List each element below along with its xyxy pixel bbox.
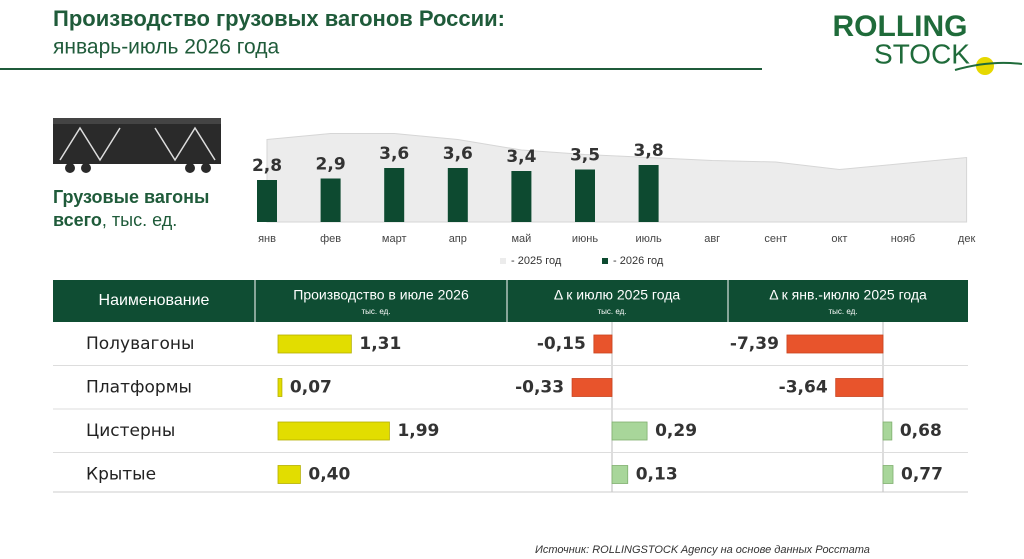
logo: ROLLING STOCK xyxy=(833,10,1023,75)
table-value-label: 0,07 xyxy=(290,378,332,398)
source: Источник: ROLLINGSTOCK Agency на основе … xyxy=(535,544,870,556)
table-bar xyxy=(593,334,613,354)
table-bar xyxy=(277,378,283,397)
value-label: 3,6 xyxy=(443,144,473,164)
x-tick-label: май xyxy=(511,233,531,245)
row-name: Цистерны xyxy=(86,421,175,441)
legend-label: - 2025 год xyxy=(511,255,562,267)
x-tick-label: дек xyxy=(958,233,976,245)
table-bar xyxy=(611,465,629,484)
table-value-label: 1,99 xyxy=(397,421,439,441)
bar xyxy=(384,168,405,222)
column-unit: тыс. ед. xyxy=(597,307,626,316)
logo-track xyxy=(954,61,1023,71)
legend-swatch xyxy=(602,258,608,264)
value-label: 2,8 xyxy=(252,156,282,176)
column-header: Δ к янв.-июлю 2025 года xyxy=(769,287,927,303)
table-value-label: -7,39 xyxy=(730,334,779,354)
bar xyxy=(511,171,532,222)
x-tick-label: фев xyxy=(320,233,341,245)
value-label: 3,8 xyxy=(634,141,664,161)
table-bar xyxy=(882,421,893,441)
value-label: 3,5 xyxy=(570,146,600,166)
bar xyxy=(257,180,277,222)
x-tick-label: янв xyxy=(258,233,276,245)
x-tick-label: сент xyxy=(764,233,787,245)
x-tick-label: июнь xyxy=(572,233,598,245)
bar xyxy=(447,168,468,222)
column-header: Наименование xyxy=(99,292,210,309)
table-bar xyxy=(835,378,884,397)
x-tick-label: июль xyxy=(635,233,662,245)
legend-swatch xyxy=(500,258,506,264)
bar xyxy=(575,169,595,222)
title: Производство грузовых вагонов России: xyxy=(53,6,505,31)
bar xyxy=(638,165,659,222)
table-bar xyxy=(277,421,390,441)
table-value-label: 0,29 xyxy=(655,421,697,441)
row-name: Крытые xyxy=(86,465,156,485)
table-bar xyxy=(277,334,352,354)
x-tick-label: апр xyxy=(449,233,467,245)
column-unit: тыс. ед. xyxy=(828,307,857,316)
table-value-label: 0,40 xyxy=(308,465,350,485)
x-tick-label: авг xyxy=(704,233,720,245)
table-value-label: 1,31 xyxy=(359,334,401,354)
legend-label: - 2026 год xyxy=(613,255,664,267)
column-header: Производство в июле 2026 xyxy=(293,287,469,303)
logo-text: STOCK xyxy=(874,38,970,69)
table-value-label: 0,13 xyxy=(636,465,678,485)
table-bar xyxy=(571,378,613,397)
column-unit: тыс. ед. xyxy=(361,307,390,316)
logo-sun xyxy=(976,57,994,75)
table-bar xyxy=(611,421,648,441)
row-name: Платформы xyxy=(86,378,192,398)
bar xyxy=(320,178,341,222)
table-value-label: -0,33 xyxy=(515,378,564,398)
label-part: , тыс. ед. xyxy=(102,210,177,230)
x-tick-label: окт xyxy=(831,233,847,245)
area-2025 xyxy=(266,133,968,223)
table-header xyxy=(53,280,968,322)
value-label: 3,6 xyxy=(379,144,409,164)
table-bar xyxy=(786,334,884,354)
label-part: Грузовые вагоны xyxy=(53,187,209,207)
table-bar xyxy=(277,465,301,484)
value-label: 2,9 xyxy=(316,155,346,175)
chart-label: Грузовые вагоны xyxy=(53,187,209,207)
table-value-label: 0,68 xyxy=(900,421,942,441)
value-label: 3,4 xyxy=(506,147,536,167)
x-tick-label: март xyxy=(382,233,407,245)
column-header: Δ к июлю 2025 года xyxy=(554,287,681,303)
chart-label: всего, тыс. ед. xyxy=(53,210,177,230)
table-value-label: 0,77 xyxy=(901,465,943,485)
table-value-label: -0,15 xyxy=(537,334,586,354)
logo-text: ROLLING xyxy=(833,10,968,43)
table-bar xyxy=(882,465,894,484)
wagon-icon xyxy=(53,118,221,173)
row-name: Полувагоны xyxy=(86,334,194,354)
subtitle: январь-июль 2026 года xyxy=(53,36,279,59)
table-value-label: -3,64 xyxy=(779,378,828,398)
x-tick-label: нояб xyxy=(891,233,915,245)
label-part: всего xyxy=(53,210,102,230)
